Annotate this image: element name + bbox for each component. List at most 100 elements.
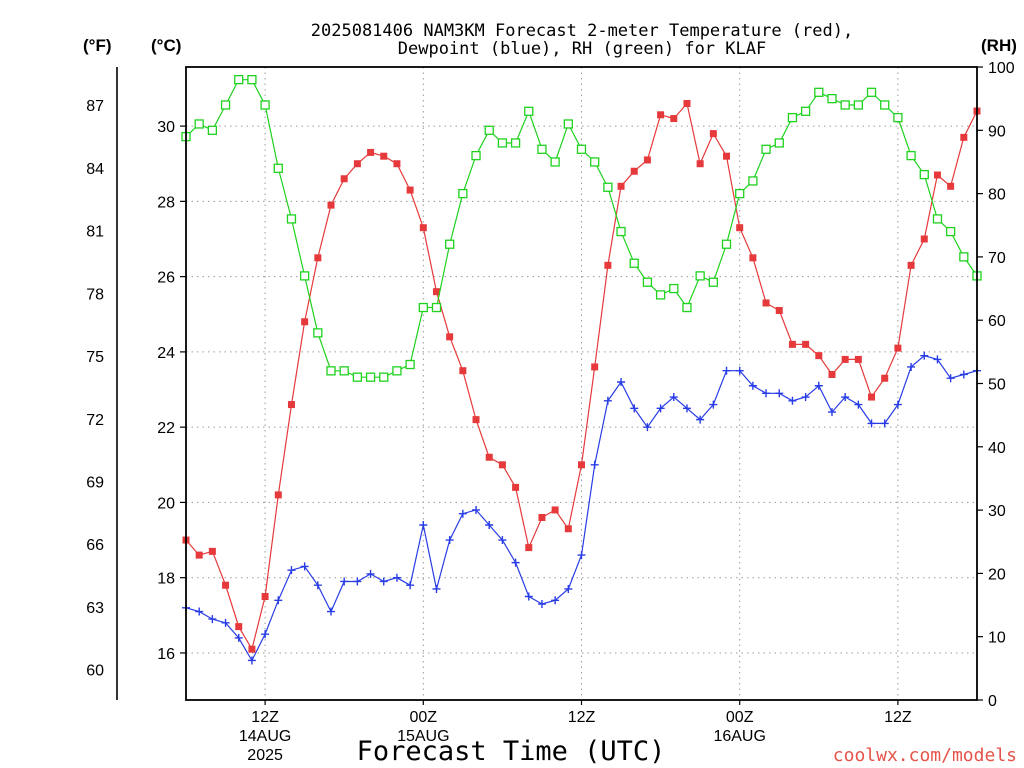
x-axis-title: Forecast Time (UTC) [357,736,666,767]
temperature-point [208,547,216,555]
temperature-point [235,623,243,631]
dewpoint-point [933,355,942,364]
dewpoint-point [669,393,678,402]
relative-humidity-point [893,112,903,123]
dewpoint-point [735,366,744,375]
dewpoint-point [907,362,916,371]
relative-humidity-point [471,150,481,161]
gridlines [186,67,977,700]
temperature-point [314,254,322,262]
relative-humidity-point [932,214,943,224]
fahrenheit-tick-label: 81 [86,224,104,241]
dewpoint-point [854,400,863,409]
fahrenheit-tick-label: 63 [86,600,104,617]
relative-humidity-tick-label: 90 [988,123,1006,140]
dewpoint-point [748,381,757,390]
dewpoint-point [353,577,362,586]
dewpoint-point [564,584,573,593]
temperature-point [287,401,295,409]
x-tick-label: 14AUG [239,728,291,745]
relative-humidity-point [616,226,626,237]
relative-humidity-tick-label: 80 [988,187,1006,204]
temperature-point [446,333,454,341]
temperature-point [894,344,902,352]
dewpoint-point [313,581,322,590]
dewpoint-point [392,573,401,582]
temperature-point [670,115,678,123]
temperature-point [933,171,941,179]
temperature-point [617,182,625,190]
relative-humidity-point [853,100,863,110]
relative-humidity-point [906,150,916,161]
dewpoint-point [590,460,599,469]
tick-labels: 60 63 66 69 72 75 78 81 84 87 16 18 20 22 24 26 28 30 0 10 2… [86,60,1015,764]
temperature-point [340,175,348,183]
celsius-tick-label: 30 [157,119,175,136]
relative-humidity-point [510,138,521,148]
dewpoint-point [551,596,560,605]
dewpoint-point [775,389,784,398]
temperature-point [749,254,757,262]
dewpoint-point [419,521,428,530]
dewpoint-point [603,396,612,405]
relative-humidity-point [286,214,297,224]
temperature-point [393,160,401,168]
chart-title-line-1: 2025081406 NAM3KM Forecast 2-meter Tempe… [311,21,853,41]
relative-humidity-point [247,75,257,85]
x-tick-label: 12Z [884,709,912,726]
relative-humidity-point [748,176,758,186]
dewpoint-point [234,633,243,642]
temperature-point [815,352,823,360]
temperature-point [274,491,282,499]
relative-humidity-point [945,226,956,237]
temperature-point [564,525,572,533]
temperature-point [419,224,427,232]
relative-humidity-point [392,366,402,376]
dewpoint-point [498,536,507,545]
dewpoint-point [814,381,823,390]
relative-humidity-point [880,100,890,110]
dewpoint-point [946,374,955,383]
temperature-point [736,224,744,232]
temperature-point [432,288,440,296]
dewpoint-point [762,389,771,398]
dewpoint-point [788,396,797,405]
relative-humidity-point [524,106,534,116]
fahrenheit-tick-label: 87 [86,98,104,115]
relative-humidity-point [669,283,679,294]
dewpoint-point [511,558,520,567]
relative-humidity-point [735,188,745,199]
dewpoint-point [458,509,467,518]
relative-humidity-point [207,125,218,135]
temperature-point [459,367,467,375]
temperature-point [854,355,862,363]
dewpoint-point [630,404,639,413]
relative-humidity-tick-label: 20 [988,566,1006,583]
dewpoint-point [472,505,481,514]
relative-humidity-point [642,277,653,287]
axes [116,66,983,705]
temperature-point [538,513,546,521]
temperature-point [222,581,230,589]
dewpoint-point [841,393,850,402]
dewpoint-point [287,566,296,575]
relative-humidity-point [629,258,639,268]
temperature-point [788,340,796,348]
relative-humidity-point [655,290,666,300]
relative-humidity-point [431,302,442,313]
x-tick-label: 12Z [568,709,596,726]
fahrenheit-tick-label: 84 [86,161,104,178]
dewpoint-point [696,415,705,424]
celsius-tick-label: 22 [157,420,175,437]
data-series [181,75,982,665]
dewpoint-point [195,607,204,616]
fahrenheit-tick-label: 72 [86,412,104,429]
relative-humidity-axis-label: (RH) [981,36,1017,55]
relative-humidity-point [313,328,323,338]
relative-humidity-point [695,271,705,281]
celsius-tick-label: 24 [157,345,175,362]
relative-humidity-point [418,302,428,313]
relative-humidity-point [919,169,929,180]
